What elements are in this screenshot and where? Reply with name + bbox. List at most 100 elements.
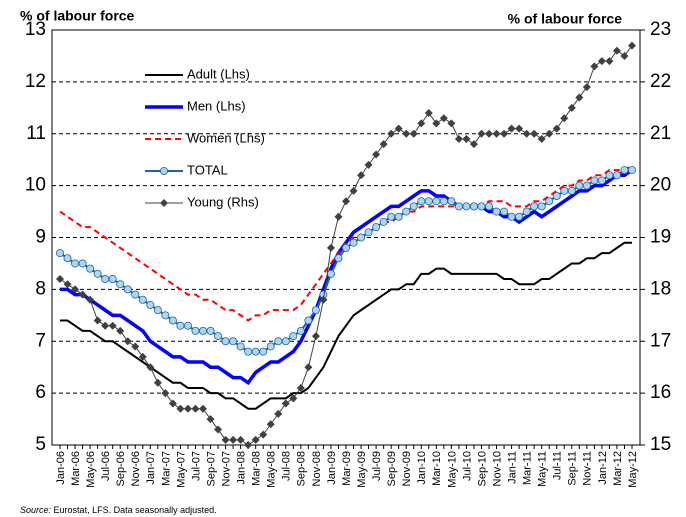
x-tick-label: May-11 <box>537 451 549 487</box>
x-tick-label: Sep-11 <box>567 451 579 486</box>
series-marker <box>394 124 403 133</box>
x-tick-label: May-06 <box>85 451 97 488</box>
x-tick-label: Nov-10 <box>491 451 503 486</box>
x-tick-label: May-09 <box>356 451 368 488</box>
series-marker <box>123 285 132 294</box>
series-marker <box>364 160 373 169</box>
series-marker <box>266 342 275 351</box>
series-marker <box>447 197 456 206</box>
series-marker <box>101 321 110 330</box>
x-tick-label: Sep-07 <box>205 451 217 486</box>
series-marker <box>590 176 599 185</box>
x-tick-label: Jan-10 <box>416 451 428 485</box>
series-marker <box>93 269 102 278</box>
x-tick-label: Jul-08 <box>281 451 293 481</box>
series-marker <box>161 389 170 398</box>
series-marker <box>387 212 396 221</box>
series-marker <box>56 249 65 258</box>
series-marker <box>552 124 561 133</box>
series-marker <box>500 129 509 138</box>
x-tick-label: Mar-07 <box>160 451 172 486</box>
series-marker <box>432 197 441 206</box>
y-tick-label: 12 <box>25 71 46 92</box>
series-marker <box>296 326 305 335</box>
x-tick-label: Nov-11 <box>582 451 594 486</box>
series-marker <box>447 119 456 128</box>
x-tick-label: Jan-06 <box>55 451 67 485</box>
series-marker <box>168 399 177 408</box>
series-marker <box>274 409 283 418</box>
series-marker <box>161 311 170 320</box>
series-line <box>60 241 632 410</box>
series-marker <box>567 103 576 112</box>
y2-tick-label: 21 <box>650 123 671 144</box>
series-marker <box>364 228 373 237</box>
y-tick-label: 10 <box>25 175 46 196</box>
series-marker <box>214 332 223 341</box>
series-line <box>59 164 633 322</box>
series-marker <box>424 197 433 206</box>
series-marker <box>206 415 215 424</box>
series-marker <box>507 124 516 133</box>
series-marker <box>86 264 95 273</box>
series-marker <box>146 300 155 309</box>
legend-marker <box>159 166 168 175</box>
series-marker <box>469 202 478 211</box>
x-tick-label: Jul-06 <box>100 451 112 481</box>
legend-marker <box>160 199 168 207</box>
series-marker <box>545 129 554 138</box>
x-tick-label: Jul-07 <box>190 451 202 481</box>
source-note: Eurostat, LFS. Data seasonally adjusted. <box>54 505 217 515</box>
series-marker <box>251 347 260 356</box>
series-marker <box>492 129 501 138</box>
series-marker <box>206 326 215 335</box>
series-marker <box>507 212 516 221</box>
series-marker <box>477 129 486 138</box>
series-marker <box>176 404 185 413</box>
legend-label: Women (Lhs) <box>187 130 265 145</box>
y2-tick-label: 20 <box>650 175 671 196</box>
series-marker <box>590 62 599 71</box>
series-marker <box>123 337 132 346</box>
series-marker <box>311 306 320 315</box>
series-marker <box>116 280 125 289</box>
series-marker <box>304 316 313 325</box>
series-marker <box>56 275 64 283</box>
series-marker <box>153 306 162 315</box>
series-marker <box>560 114 569 123</box>
series-marker <box>477 202 486 211</box>
series-marker <box>281 399 290 408</box>
y-tick-label: 5 <box>35 434 46 455</box>
legend-label: Adult (Lhs) <box>187 66 250 81</box>
series-marker <box>229 337 238 346</box>
series-marker <box>417 197 426 206</box>
series-marker <box>116 326 125 335</box>
x-tick-label: Sep-06 <box>115 451 127 486</box>
series-marker <box>198 326 207 335</box>
series-marker <box>537 202 546 211</box>
series-marker <box>582 181 591 190</box>
series-marker <box>469 140 478 149</box>
y2-tick-label: 16 <box>650 382 671 403</box>
x-tick-label: Jan-09 <box>326 451 338 485</box>
series-marker <box>251 435 260 444</box>
series-marker <box>492 207 501 216</box>
series-marker <box>530 129 539 138</box>
y-tick-label: 13 <box>25 19 46 40</box>
x-tick-label: Mar-12 <box>612 451 624 486</box>
series-marker <box>71 259 80 268</box>
series-marker <box>357 171 366 180</box>
series-marker <box>326 269 335 278</box>
series-marker <box>289 332 298 341</box>
series-marker <box>319 295 328 304</box>
series-marker <box>183 321 192 330</box>
x-tick-label: Mar-08 <box>251 451 263 486</box>
series-marker <box>244 347 253 356</box>
x-tick-label: May-07 <box>175 451 187 488</box>
series-marker <box>567 186 576 195</box>
series-marker <box>138 352 147 361</box>
series-marker <box>183 404 192 413</box>
series-marker <box>101 274 110 283</box>
series-marker <box>484 202 493 211</box>
